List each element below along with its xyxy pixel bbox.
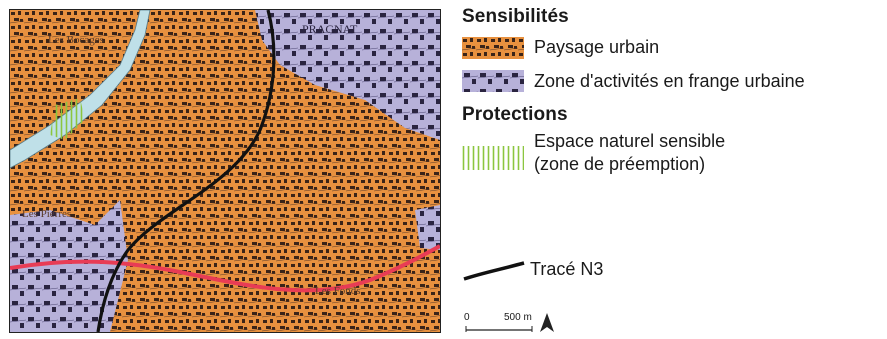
scale-zero-label: 0 xyxy=(464,312,470,323)
place-label-pierres: Les Pierres xyxy=(22,208,72,220)
red-road xyxy=(10,244,440,293)
river xyxy=(10,10,151,169)
n3-trace-swatch xyxy=(462,255,526,285)
natural-area-label-line1: Espace naturel sensible xyxy=(534,131,726,151)
map-canvas xyxy=(10,10,440,332)
activity-zone-north xyxy=(255,10,440,140)
scale-bar: 0 500 m xyxy=(462,312,582,336)
scale-value-label: 500 m xyxy=(504,312,532,323)
urban-landscape-label: Paysage urbain xyxy=(534,37,660,57)
n3-trace-label: Tracé N3 xyxy=(530,259,604,279)
activity-zone-southwest xyxy=(10,200,128,332)
natural-area-label-line2: (zone de préemption) xyxy=(534,154,706,174)
natural-area-hatch-swatch xyxy=(462,140,524,178)
protections-heading: Protections xyxy=(462,104,568,125)
map-legend: Sensibilités Paysage urbain Zone d'activ… xyxy=(462,0,887,336)
place-label-bocages: Les Bocages xyxy=(48,34,104,46)
activity-zone-label: Zone d'activités en frange urbaine xyxy=(534,71,805,91)
svg-text:N: N xyxy=(544,329,549,334)
place-label-pragnat: PRAGNAT xyxy=(302,22,358,36)
map-panel: Les Bocages PRAGNAT Les Pierres Les Fond… xyxy=(9,9,441,333)
activity-zone-swatch xyxy=(462,70,524,92)
activity-zone-east xyxy=(415,205,440,250)
n3-trace xyxy=(96,10,276,332)
sensibilites-heading: Sensibilités xyxy=(462,6,569,27)
natural-sensitive-area xyxy=(50,98,85,140)
north-arrow-icon: N xyxy=(538,312,556,336)
urban-landscape-swatch xyxy=(462,37,524,59)
place-label-fonds: Les Fonds xyxy=(315,285,361,297)
